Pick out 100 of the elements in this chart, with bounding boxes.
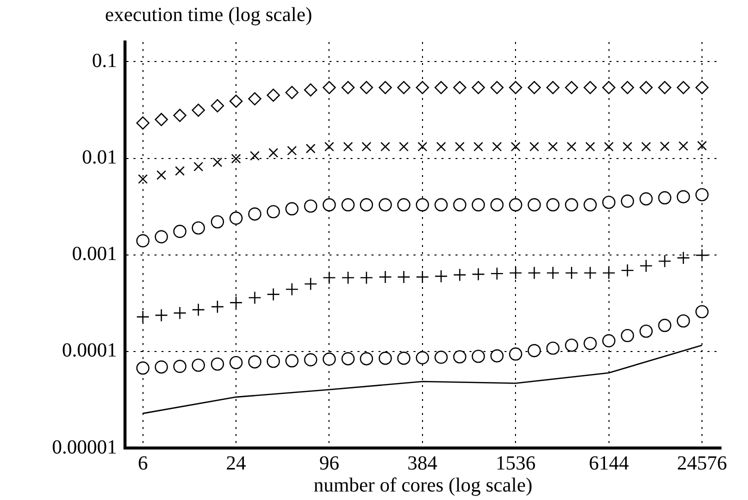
point [397,198,410,212]
point [695,305,709,318]
point [678,141,688,151]
point [640,259,653,272]
point [509,266,522,280]
point [397,80,410,94]
point [418,142,428,152]
point [231,154,241,164]
point [266,88,280,102]
point [156,170,166,180]
point [285,354,299,368]
point [676,190,690,204]
point [602,80,616,94]
point [602,266,616,280]
point [472,268,485,281]
point [453,198,466,212]
y-tick-label: 0.00001 [52,436,117,458]
point [285,282,299,296]
point [210,215,224,228]
y-tick-label: 0.0001 [62,340,117,362]
point [341,80,355,94]
point [174,166,185,176]
point [509,198,522,212]
point [324,142,334,152]
point [138,174,148,184]
point [341,352,355,366]
point [676,314,690,328]
point [564,266,578,280]
point [416,80,430,94]
point [136,361,150,375]
point [697,140,707,151]
point [546,80,560,94]
point [229,94,243,108]
point [472,80,485,94]
point [695,80,709,94]
point [509,80,522,94]
point [136,116,150,130]
point [136,310,150,324]
point [173,306,186,320]
point [397,352,410,365]
point [584,80,597,94]
point [360,271,374,284]
point [250,151,260,161]
point [434,80,448,94]
point [322,352,336,366]
y-tick-label: 0.001 [72,243,117,266]
point [194,162,204,172]
point [248,207,262,221]
point [192,221,205,235]
point [620,264,634,278]
point [528,198,541,212]
point [546,266,560,280]
y-tick-label: 0.1 [92,50,117,72]
point [602,334,616,348]
point [210,357,224,371]
point [566,142,576,152]
point [564,338,578,352]
point [473,142,484,152]
point [676,251,690,264]
point [378,352,392,365]
point [528,344,541,358]
point [322,80,336,94]
point [266,354,280,368]
point [192,104,205,117]
point [490,349,504,362]
point [529,142,540,152]
point [658,80,672,94]
point [604,142,614,152]
point [378,198,392,212]
point [434,270,448,283]
point [584,266,597,280]
point [490,198,504,212]
point [341,198,355,212]
point [472,350,485,363]
point [490,80,504,94]
point [564,198,578,212]
point [528,266,541,280]
point [453,80,466,94]
point [266,205,280,218]
point [287,146,297,156]
point [472,198,485,212]
point [154,360,168,374]
point [416,351,430,364]
point [380,142,390,152]
point [676,80,690,94]
point [362,142,372,152]
point [192,303,205,316]
point [173,108,186,122]
x-tick-label: 96 [319,452,340,474]
point [304,199,318,213]
point [360,352,374,366]
x-tick-label: 1536 [496,452,536,474]
point [416,270,430,284]
point [434,350,448,364]
point [640,192,653,206]
point [304,353,318,366]
point [584,198,597,212]
point [173,360,186,373]
point [416,198,430,212]
point [285,202,299,216]
